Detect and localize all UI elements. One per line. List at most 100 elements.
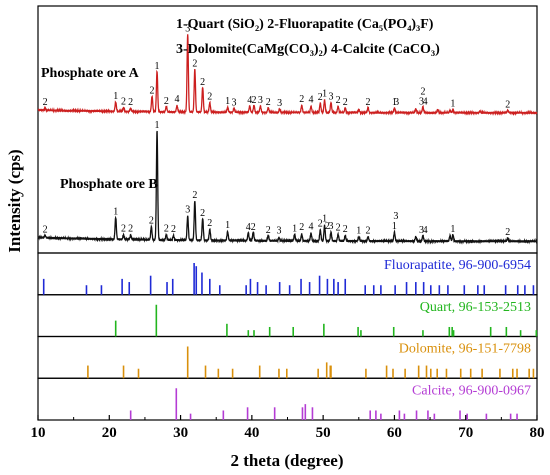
peak-label: 2: [192, 190, 197, 201]
peak-label: 2: [266, 225, 271, 236]
peak-label: 3: [276, 225, 281, 236]
peak-label: 2: [343, 224, 348, 235]
peak-label: 3: [185, 23, 190, 34]
x-tick-label: 20: [102, 425, 117, 441]
peak-label: 2: [366, 225, 371, 236]
peak-label: 2: [505, 99, 510, 110]
legend-line-2: 3-Dolomite(CaMg(CO₃)₂) 4-Calcite (CaCO₃): [176, 42, 440, 57]
reference-label: Fluorapatite, 96-900-6954: [384, 258, 531, 273]
reference-quart: Quart, 96-153-2513: [114, 300, 538, 337]
peak-label: 2: [318, 219, 323, 230]
peak-label: 2: [299, 222, 304, 233]
peak-label: 2: [251, 222, 256, 233]
peak-label: 2: [336, 95, 341, 106]
peak-label: 1: [113, 91, 118, 102]
reference-patterns: Fluorapatite, 96-900-6954 Quart, 96-153-2…: [42, 258, 538, 420]
reference-dolomite: Dolomite, 96-151-7798: [87, 342, 535, 379]
reference-label: Quart, 96-153-2513: [420, 300, 531, 315]
peak-label: 2: [420, 87, 425, 98]
peak-label: 2: [207, 218, 212, 229]
peak-label: 2: [505, 227, 510, 238]
peak-label: 4: [175, 94, 180, 105]
sample-label-ore-b: Phosphate ore B: [60, 177, 158, 192]
peak-label: 2: [164, 96, 169, 107]
peak-label: 2: [366, 97, 371, 108]
peak-label: 1: [292, 223, 297, 234]
peak-label: 2: [150, 86, 155, 97]
x-tick-label: 70: [458, 425, 473, 441]
peak-label: 2: [343, 97, 348, 108]
peak-label: 3: [419, 97, 424, 108]
peak-label: 3: [277, 98, 282, 109]
x-tick-label: 30: [173, 425, 188, 441]
peak-label: 2: [336, 223, 341, 234]
peak-label: 4: [423, 225, 428, 236]
reference-calcite: Calcite, 96-900-0967: [129, 383, 531, 420]
x-tick-label: 60: [387, 425, 402, 441]
peak-label: 2: [266, 97, 271, 108]
pattern-ore-a: [37, 34, 538, 117]
peak-label: 2: [128, 224, 133, 235]
peak-label: 2: [149, 215, 154, 226]
peak-label: 2: [121, 223, 126, 234]
reference-label: Calcite, 96-900-0967: [412, 383, 531, 398]
peak-label: 3: [394, 97, 399, 108]
peak-label: 4: [309, 222, 314, 233]
peak-label: 2: [200, 208, 205, 219]
peak-label: 4: [246, 222, 251, 233]
peak-label: 2: [325, 221, 330, 232]
x-tick-label: 10: [31, 425, 46, 441]
peak-label: 4: [423, 97, 428, 108]
peak-label: 3: [328, 221, 333, 232]
peak-label: 3: [393, 211, 398, 222]
peak-label: 1: [322, 88, 327, 99]
peak-label: 2: [200, 77, 205, 88]
x-tick-label: 80: [530, 425, 545, 441]
peak-label: 2: [164, 223, 169, 234]
reference-fluorapatite: Fluorapatite, 96-900-6954: [42, 258, 535, 295]
peak-label: 1: [356, 226, 361, 237]
reference-label: Dolomite, 96-151-7798: [399, 342, 531, 357]
peak-label: 1: [322, 214, 327, 225]
peak-label: 3: [185, 205, 190, 216]
peak-label: 2: [318, 92, 323, 103]
peak-label: 1: [450, 224, 455, 235]
peak-label: 1: [155, 61, 160, 72]
peak-label: 4: [247, 95, 252, 106]
peak-label: 1: [155, 120, 160, 131]
sample-label-ore-a: Phosphate ore A: [41, 66, 140, 81]
diffraction-patterns: [37, 34, 538, 245]
peak-label: 3: [232, 97, 237, 108]
peak-label: 3: [258, 95, 263, 106]
legend-line-1: 1-Quart (SiO₂) 2-Fluorapatite (Ca₅(PO₄)₃…: [176, 17, 434, 32]
peak-label: 3: [419, 225, 424, 236]
peak-label: 1: [225, 220, 230, 231]
peak-label: 1: [392, 221, 397, 232]
peak-label: 1: [225, 96, 230, 107]
peak-label: 2: [299, 94, 304, 105]
peak-label: 2: [121, 96, 126, 107]
peak-label: 2: [128, 97, 133, 108]
peak-label: 1: [113, 206, 118, 217]
pattern-ore-b: [37, 130, 538, 245]
y-axis-title: Intensity (cps): [5, 149, 24, 252]
x-tick-label: 50: [316, 425, 331, 441]
peak-label: 4: [309, 95, 314, 106]
peak-label: 2: [251, 95, 256, 106]
peak-label: 2: [192, 58, 197, 69]
peak-label: 2: [43, 97, 48, 108]
phase-legend: 1-Quart (SiO₂) 2-Fluorapatite (Ca₅(PO₄)₃…: [176, 17, 440, 57]
x-axis: 10 20 30 40 50 60 70 80: [31, 415, 545, 441]
peak-label: 2: [171, 224, 176, 235]
peak-label: 2: [43, 225, 48, 236]
peak-label: 2: [207, 92, 212, 103]
peak-label: 1: [450, 98, 455, 109]
x-tick-label: 40: [244, 425, 259, 441]
peak-label: 3: [328, 92, 333, 103]
x-axis-title: 2 theta (degree): [231, 451, 344, 470]
peak-label: 1: [392, 97, 397, 108]
